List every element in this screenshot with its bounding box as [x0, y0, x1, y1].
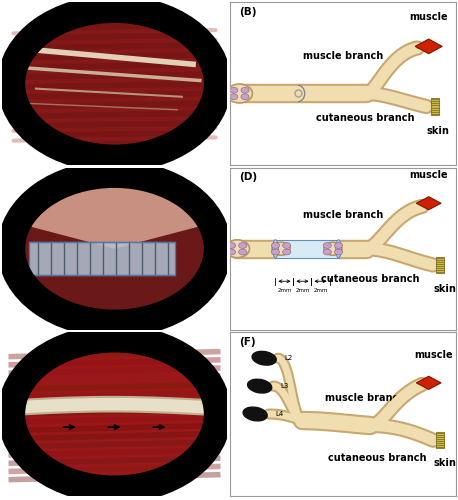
Circle shape [226, 84, 252, 103]
Circle shape [11, 9, 218, 158]
Bar [275, 240, 338, 258]
Circle shape [283, 249, 291, 255]
Polygon shape [415, 39, 442, 54]
Text: L3: L3 [280, 383, 289, 389]
Bar [436, 432, 444, 448]
Circle shape [11, 174, 218, 324]
Circle shape [225, 240, 250, 258]
Circle shape [239, 249, 247, 255]
Text: cutaneous branch: cutaneous branch [321, 274, 420, 284]
Bar [431, 98, 439, 116]
Circle shape [228, 249, 235, 255]
Text: 2mm: 2mm [295, 288, 310, 292]
Circle shape [334, 242, 343, 248]
Text: (E): (E) [9, 337, 26, 347]
Circle shape [230, 94, 238, 100]
Polygon shape [416, 196, 441, 210]
Text: muscle: muscle [409, 170, 448, 180]
Circle shape [241, 94, 249, 100]
Circle shape [239, 242, 247, 248]
Bar [29, 242, 175, 275]
Text: skin: skin [426, 126, 449, 136]
Text: L2: L2 [284, 355, 293, 361]
Text: (A): (A) [9, 8, 27, 18]
Circle shape [323, 249, 331, 255]
Circle shape [272, 242, 290, 255]
Circle shape [11, 338, 218, 490]
Text: 2mm: 2mm [313, 288, 328, 292]
Circle shape [241, 88, 249, 93]
Polygon shape [416, 376, 441, 390]
Text: (F): (F) [240, 337, 256, 347]
Circle shape [323, 242, 331, 248]
Text: muscle: muscle [409, 12, 448, 22]
Circle shape [228, 242, 235, 248]
Ellipse shape [248, 379, 272, 393]
Text: muscle: muscle [414, 350, 453, 360]
Text: 2mm: 2mm [277, 288, 292, 292]
Text: skin: skin [433, 284, 456, 294]
Text: (B): (B) [240, 8, 257, 18]
Text: cutaneous branch: cutaneous branch [327, 453, 426, 463]
Text: cutaneous branch: cutaneous branch [316, 113, 415, 122]
Text: muscle branch: muscle branch [303, 210, 383, 220]
Circle shape [324, 242, 342, 255]
Circle shape [230, 88, 238, 93]
Text: muscle branch: muscle branch [326, 392, 406, 402]
Text: (D): (D) [240, 172, 257, 182]
Text: muscle branch: muscle branch [303, 51, 383, 61]
Circle shape [334, 249, 343, 255]
Circle shape [272, 242, 279, 248]
Ellipse shape [252, 352, 276, 365]
Text: L4: L4 [275, 411, 284, 417]
Circle shape [283, 242, 291, 248]
Ellipse shape [336, 240, 341, 258]
Ellipse shape [273, 240, 278, 258]
Text: skin: skin [433, 458, 456, 468]
Bar [436, 257, 444, 273]
Circle shape [272, 249, 279, 255]
Text: (C): (C) [9, 172, 26, 182]
Wedge shape [17, 174, 212, 248]
Ellipse shape [243, 407, 267, 421]
